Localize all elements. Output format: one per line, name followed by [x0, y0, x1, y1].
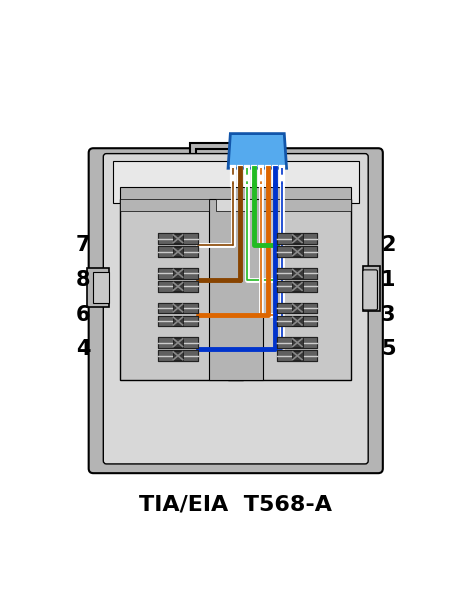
Text: TIA/EIA  T568-A: TIA/EIA T568-A [139, 495, 331, 515]
Text: 8: 8 [76, 270, 90, 290]
Bar [277, 247, 317, 257]
Text: 3: 3 [380, 305, 395, 325]
Bar [362, 266, 379, 311]
Bar [195, 149, 275, 157]
Bar [291, 316, 302, 326]
Bar [291, 351, 302, 361]
Text: 7: 7 [76, 235, 90, 255]
Bar [277, 316, 317, 326]
Bar [120, 187, 351, 203]
Bar [291, 304, 302, 313]
Bar [228, 199, 351, 380]
Bar [277, 350, 317, 361]
Bar [262, 199, 351, 211]
Bar [291, 247, 302, 256]
Bar [277, 233, 317, 244]
Bar [157, 302, 197, 313]
Bar [172, 269, 183, 278]
Bar [157, 350, 197, 361]
Bar [157, 233, 197, 244]
Text: 6: 6 [76, 305, 90, 325]
Bar [157, 247, 197, 257]
Bar [277, 302, 317, 313]
Bar [216, 199, 254, 211]
Bar [157, 281, 197, 292]
Bar [172, 304, 183, 313]
Polygon shape [228, 134, 286, 168]
Bar [157, 316, 197, 326]
Bar [157, 337, 197, 348]
Bar [208, 199, 262, 380]
Bar [291, 338, 302, 347]
Bar [157, 316, 197, 326]
Bar [277, 268, 317, 279]
Bar [172, 269, 183, 278]
Bar [291, 234, 302, 244]
Bar [120, 199, 208, 211]
Bar [291, 282, 302, 291]
Bar [172, 247, 183, 256]
Bar [291, 247, 302, 256]
Bar [291, 316, 302, 326]
Bar [172, 304, 183, 313]
Bar [277, 281, 317, 292]
Text: 2: 2 [380, 235, 395, 255]
FancyBboxPatch shape [362, 270, 377, 310]
Bar [157, 302, 197, 313]
Bar [277, 302, 317, 313]
Bar [189, 143, 281, 157]
Bar [120, 199, 243, 380]
Bar [277, 233, 317, 244]
Bar [277, 316, 317, 326]
Bar [172, 247, 183, 256]
Bar [172, 234, 183, 244]
Bar [172, 316, 183, 326]
Bar [172, 351, 183, 361]
Bar [291, 269, 302, 278]
FancyBboxPatch shape [103, 154, 367, 464]
Bar [172, 234, 183, 244]
Bar [157, 268, 197, 279]
Bar [157, 233, 197, 244]
Bar [157, 268, 197, 279]
Bar [291, 304, 302, 313]
Bar [277, 350, 317, 361]
Bar [172, 282, 183, 291]
Bar [157, 350, 197, 361]
Bar [112, 161, 358, 203]
Bar [291, 234, 302, 244]
Bar [93, 272, 108, 303]
Bar [291, 351, 302, 361]
Bar [277, 247, 317, 257]
Bar [277, 281, 317, 292]
Bar [157, 281, 197, 292]
Bar [172, 338, 183, 347]
Bar [157, 337, 197, 348]
Bar [277, 268, 317, 279]
Bar [172, 338, 183, 347]
Bar [87, 268, 108, 307]
Bar [172, 316, 183, 326]
Bar [291, 269, 302, 278]
Bar [291, 282, 302, 291]
FancyBboxPatch shape [89, 148, 382, 473]
Text: 5: 5 [380, 339, 395, 359]
Text: 1: 1 [380, 270, 395, 290]
Bar [277, 337, 317, 348]
Text: 4: 4 [76, 339, 90, 359]
Bar [172, 282, 183, 291]
Bar [157, 247, 197, 257]
Bar [291, 338, 302, 347]
Bar [277, 337, 317, 348]
Bar [172, 351, 183, 361]
